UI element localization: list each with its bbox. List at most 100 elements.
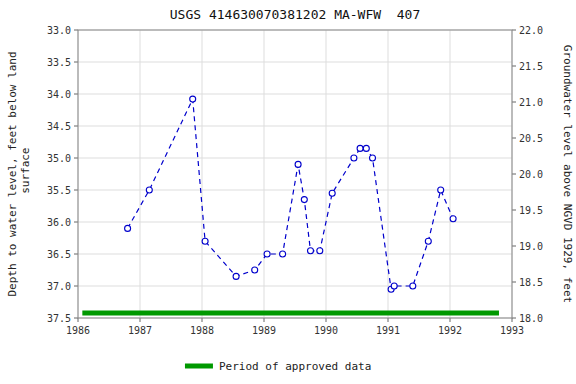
tick-x: [326, 318, 327, 322]
grid-line-y: [78, 254, 512, 255]
data-point: [357, 145, 363, 151]
tick-y2: [512, 66, 516, 67]
plot-frame: [78, 30, 512, 318]
series-line: [128, 99, 454, 289]
data-point: [329, 190, 335, 196]
chart: 1986198719881989199019911992199333.033.5…: [0, 0, 576, 384]
series: [125, 96, 457, 292]
title: USGS 414630070381202 MA-WFW 407: [170, 7, 420, 22]
data-point: [190, 96, 196, 102]
tick-y2: [512, 102, 516, 103]
tick-y: [74, 158, 78, 159]
tick-label-y: 37.0: [47, 281, 71, 292]
y2-axis-label: Groundwater level above NGVD 1929, feet: [561, 45, 574, 303]
tick-label-y2: 19.5: [519, 205, 543, 216]
tick-y2: [512, 246, 516, 247]
grid-line-x: [202, 30, 203, 318]
tick-label-y2: 19.0: [519, 241, 543, 252]
legend-swatch: [185, 364, 213, 369]
tick-y: [74, 62, 78, 63]
tick-y2: [512, 318, 516, 319]
tick-y: [74, 126, 78, 127]
axes: 1986198719881989199019911992199333.033.5…: [47, 25, 543, 337]
tick-label-x: 1992: [438, 325, 462, 336]
tick-label-x: 1989: [252, 325, 276, 336]
tick-label-y2: 22.0: [519, 25, 543, 36]
tick-x: [450, 318, 451, 322]
tick-label-y: 36.5: [47, 249, 71, 260]
tick-y: [74, 318, 78, 319]
data-point: [125, 225, 131, 231]
tick-x: [202, 318, 203, 322]
tick-label-y2: 18.0: [519, 313, 543, 324]
data-point: [301, 197, 307, 203]
tick-label-y: 33.0: [47, 25, 71, 36]
grid-line-x: [140, 30, 141, 318]
tick-label-y: 35.0: [47, 153, 71, 164]
data-point: [280, 251, 286, 257]
tick-label-y: 34.5: [47, 121, 71, 132]
tick-label-x: 1993: [500, 325, 524, 336]
grid-line-x: [326, 30, 327, 318]
data-point: [146, 187, 152, 193]
plot-background: [78, 30, 512, 318]
data-point: [410, 283, 416, 289]
tick-x: [78, 318, 79, 322]
data-point: [317, 248, 323, 254]
tick-label-y2: 21.5: [519, 61, 543, 72]
grid-line-y: [78, 94, 512, 95]
tick-y2: [512, 138, 516, 139]
tick-label-y2: 21.0: [519, 97, 543, 108]
grid-line-x: [264, 30, 265, 318]
grid-line-x: [388, 30, 389, 318]
series: [82, 312, 499, 313]
tick-y: [74, 190, 78, 191]
tick-label-x: 1991: [376, 325, 400, 336]
data-point: [438, 187, 444, 193]
data-point: [351, 155, 357, 161]
grid-line-y: [78, 126, 512, 127]
tick-label-y: 37.5: [47, 313, 71, 324]
data-point: [370, 155, 376, 161]
grid-line-y: [78, 62, 512, 63]
tick-x: [140, 318, 141, 322]
legend: Period of approved data: [185, 360, 371, 373]
tick-label-y: 35.5: [47, 185, 71, 196]
tick-y2: [512, 210, 516, 211]
y-axis-label: Depth to water level, feet below land su…: [6, 51, 32, 296]
data-point: [308, 248, 314, 254]
data-point: [450, 216, 456, 222]
tick-label-x: 1988: [190, 325, 214, 336]
tick-label-x: 1987: [128, 325, 152, 336]
tick-y2: [512, 282, 516, 283]
grid-line-y: [78, 158, 512, 159]
tick-y2: [512, 174, 516, 175]
data-point: [425, 238, 431, 244]
tick-y: [74, 286, 78, 287]
tick-label-y: 33.5: [47, 57, 71, 68]
tick-x: [264, 318, 265, 322]
tick-x: [512, 318, 513, 322]
grid-line-y: [78, 190, 512, 191]
data-point: [252, 267, 258, 273]
tick-label-y2: 20.5: [519, 133, 543, 144]
tick-label-y2: 20.0: [519, 169, 543, 180]
grid-line-x: [450, 30, 451, 318]
legend-label: Period of approved data: [219, 360, 371, 373]
tick-y: [74, 254, 78, 255]
tick-y: [74, 94, 78, 95]
data-point: [233, 273, 239, 279]
data-point: [295, 161, 301, 167]
tick-label-y: 34.0: [47, 89, 71, 100]
tick-label-x: 1990: [314, 325, 338, 336]
grid: [78, 30, 512, 318]
grid-line-y: [78, 222, 512, 223]
data-point: [202, 238, 208, 244]
data-point: [264, 251, 270, 257]
data: [82, 96, 499, 313]
approved-period-line: [82, 310, 499, 315]
tick-label-y: 36.0: [47, 217, 71, 228]
data-point: [363, 145, 369, 151]
tick-y2: [512, 30, 516, 31]
data-point: [391, 283, 397, 289]
